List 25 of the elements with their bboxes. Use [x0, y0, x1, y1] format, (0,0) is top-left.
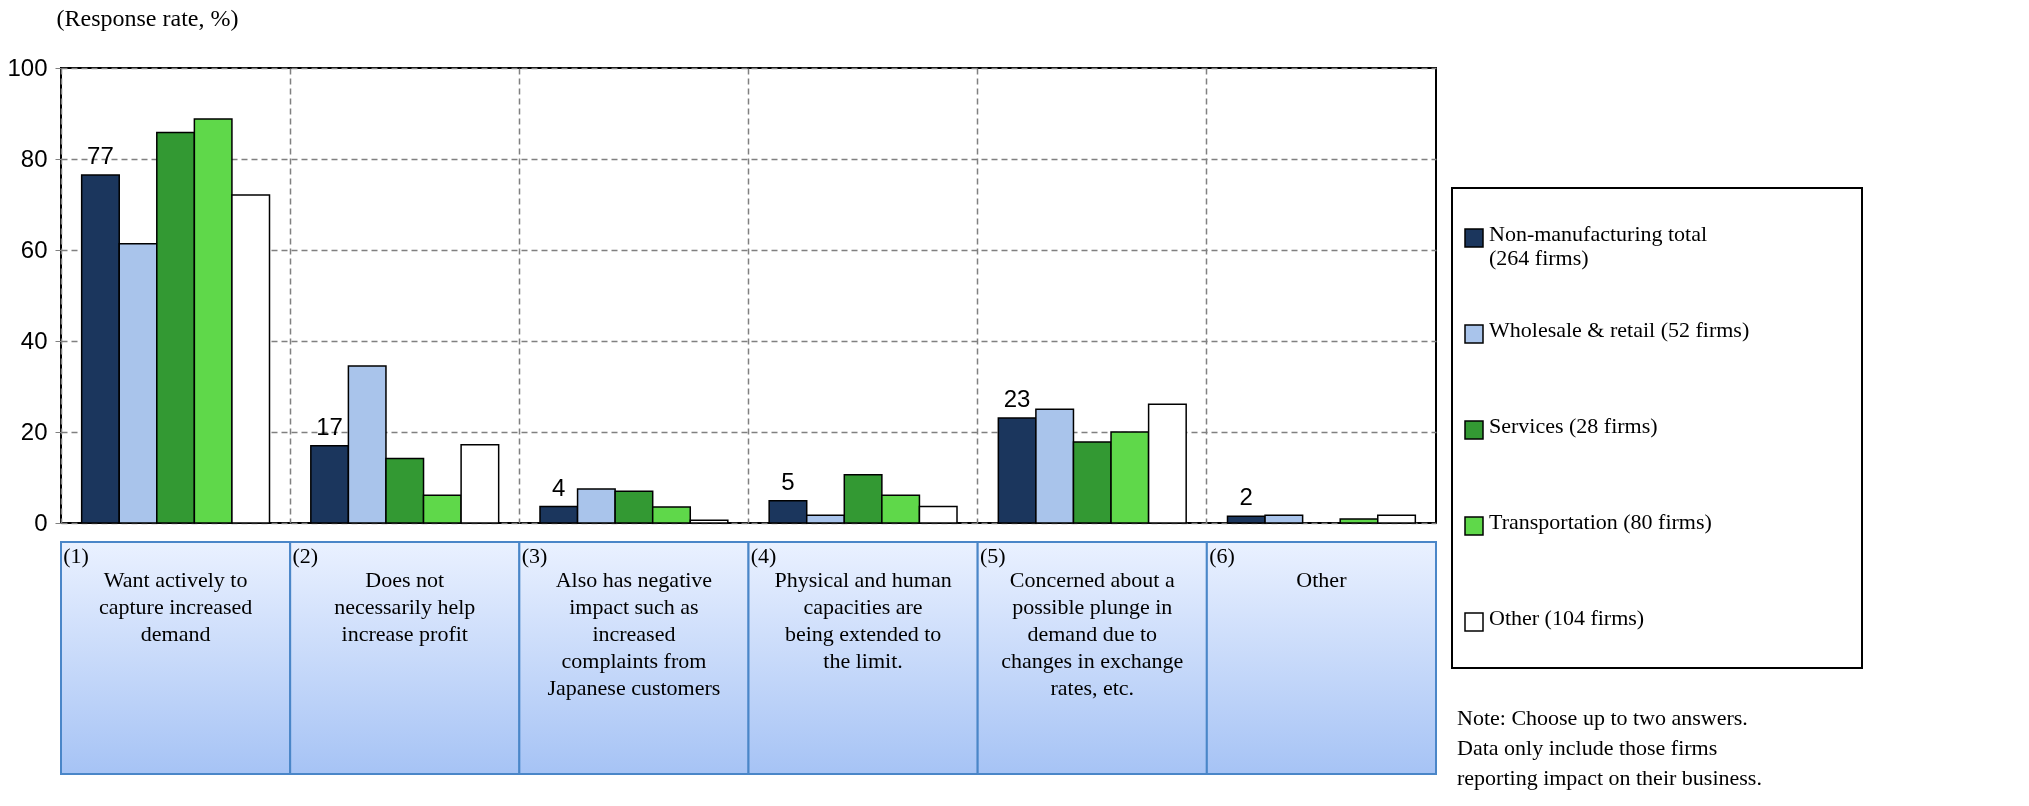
data-label: 5	[781, 467, 795, 495]
legend-label: Transportation (80 firms)	[1489, 509, 1712, 534]
text: Note: Choose up to two answers. Data only include those firms reporting impact on their business.	[1457, 705, 1762, 790]
y-tick-label: 80	[20, 144, 48, 172]
data-label: 23	[1003, 384, 1031, 412]
y-tick-label: 60	[20, 235, 48, 263]
category-label: (6) Other	[1209, 543, 1347, 592]
legend-label: Non-manufacturing total (264 firms)	[1489, 221, 1708, 270]
data-label: 4	[552, 473, 566, 501]
category-label: (4) Physical and human capacities are being extended to the limit.	[750, 543, 952, 673]
data-label: 77	[87, 141, 114, 169]
y-tick-label: 20	[20, 417, 48, 445]
y-axis-title: (Response rate, %)	[56, 4, 239, 31]
data-label: 2	[1239, 483, 1253, 511]
category-label: (1) Want actively to capture increased demand	[63, 543, 253, 646]
y-tick-label: 40	[20, 326, 48, 354]
legend-label: Services (28 firms)	[1489, 413, 1658, 438]
data-label: 17	[316, 412, 343, 440]
legend-label: Wholesale & retail (52 firms)	[1489, 317, 1750, 342]
y-tick-label: 100	[7, 53, 48, 81]
category-label: (2) Does not necessarily help increase profit	[292, 543, 476, 646]
category-label: (3) Also has negative impact such as increased complaints from Japanese customers	[521, 543, 721, 700]
legend-label: Other (104 firms)	[1489, 605, 1645, 630]
category-label: (5) Concerned about a possible plunge in demand due to changes in exchange rates, etc.	[979, 543, 1184, 700]
y-tick-label: 0	[34, 508, 48, 536]
